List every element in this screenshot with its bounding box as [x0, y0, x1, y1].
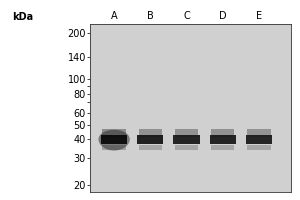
Bar — [139, 145, 162, 150]
Text: kDa: kDa — [12, 12, 33, 22]
Bar — [137, 135, 164, 144]
Bar — [210, 135, 236, 144]
Text: E: E — [256, 11, 262, 21]
Bar — [247, 129, 271, 137]
Ellipse shape — [98, 130, 130, 151]
Bar — [211, 129, 234, 137]
Bar — [246, 135, 272, 144]
Bar — [139, 129, 162, 137]
Bar — [102, 129, 126, 137]
Bar — [102, 145, 126, 150]
Text: D: D — [219, 11, 226, 21]
Bar — [247, 145, 271, 150]
Bar — [101, 135, 127, 144]
Text: A: A — [111, 11, 117, 21]
Text: B: B — [147, 11, 154, 21]
Bar — [211, 145, 234, 150]
Bar — [173, 135, 200, 144]
Bar — [175, 129, 198, 137]
Text: C: C — [183, 11, 190, 21]
Bar — [175, 145, 198, 150]
